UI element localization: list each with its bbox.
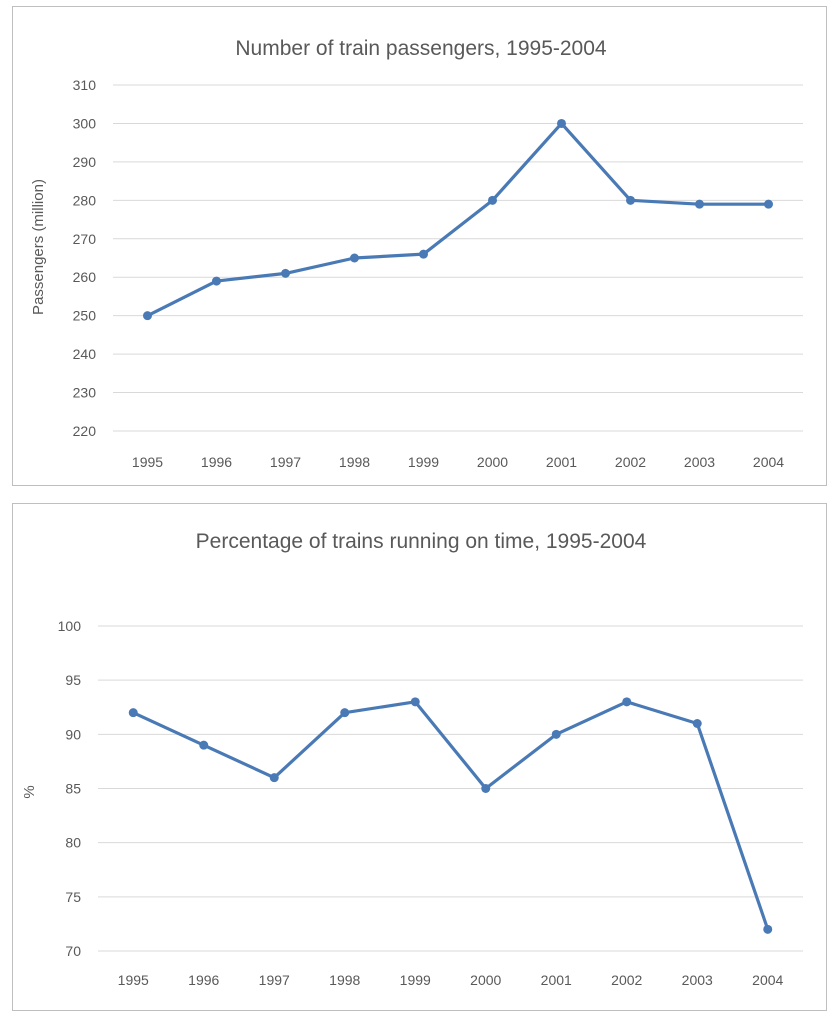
x-tick-label: 1997: [270, 454, 301, 470]
data-point: [622, 697, 632, 707]
x-tick-label: 2000: [477, 454, 508, 470]
data-point: [281, 268, 290, 278]
y-tick-label: 270: [73, 231, 97, 247]
y-tick-label: 220: [73, 423, 97, 439]
x-tick-label: 2002: [615, 454, 646, 470]
x-tick-label: 1996: [188, 972, 219, 988]
y-tick-label: 290: [73, 154, 97, 170]
y-tick-label: 80: [65, 835, 81, 851]
chart-title: Number of train passengers, 1995-2004: [235, 37, 607, 60]
x-tick-label: 2000: [470, 972, 501, 988]
on-time-chart: Percentage of trains running on time, 19…: [21, 530, 803, 988]
data-point: [212, 276, 221, 286]
x-tick-label: 1996: [201, 454, 232, 470]
x-tick-label: 1995: [132, 454, 163, 470]
y-tick-label: 260: [73, 269, 97, 285]
data-point: [340, 708, 350, 718]
y-tick-label: 100: [58, 618, 82, 634]
data-point: [350, 253, 359, 263]
x-tick-label: 2003: [684, 454, 715, 470]
y-tick-label: 240: [73, 346, 97, 362]
y-tick-label: 230: [73, 385, 97, 401]
data-point: [692, 719, 702, 728]
y-axis-label: Passengers (million): [30, 179, 47, 315]
passengers-chart-panel: Number of train passengers, 1995-2004 Pa…: [12, 6, 827, 486]
data-point: [695, 199, 704, 209]
on-time-chart-panel: Percentage of trains running on time, 19…: [12, 503, 827, 1011]
x-tick-label: 1995: [118, 972, 149, 988]
data-point: [764, 199, 773, 209]
y-tick-label: 280: [73, 192, 97, 208]
x-tick-label: 2004: [753, 454, 784, 470]
y-tick-label: 250: [73, 308, 97, 324]
data-point: [143, 311, 152, 321]
data-point: [419, 249, 428, 259]
data-point: [551, 729, 561, 739]
y-tick-label: 75: [65, 889, 81, 905]
data-point: [626, 195, 635, 205]
x-tick-label: 1998: [339, 454, 370, 470]
x-tick-label: 1999: [408, 454, 439, 470]
x-tick-label: 1999: [400, 972, 431, 988]
y-tick-label: 95: [65, 672, 81, 688]
data-point: [199, 740, 209, 750]
x-tick-label: 2001: [541, 972, 572, 988]
y-tick-label: 310: [73, 77, 97, 93]
x-tick-label: 2001: [546, 454, 577, 470]
chart-title: Percentage of trains running on time, 19…: [196, 530, 647, 553]
passengers-chart: Number of train passengers, 1995-2004 Pa…: [30, 37, 803, 470]
data-point: [557, 118, 566, 128]
x-tick-label: 2003: [682, 972, 713, 988]
y-tick-label: 300: [73, 115, 97, 131]
x-tick-label: 1998: [329, 972, 360, 988]
series-line: [131, 700, 770, 931]
series-line: [145, 121, 771, 318]
x-tick-label: 2002: [611, 972, 642, 988]
x-tick-label: 2004: [752, 972, 783, 988]
data-point: [269, 773, 279, 783]
data-point: [763, 924, 773, 934]
y-tick-label: 85: [65, 781, 81, 797]
x-tick-label: 1997: [259, 972, 290, 988]
data-point: [410, 697, 420, 707]
data-point: [488, 195, 497, 205]
y-tick-label: 90: [65, 726, 81, 742]
data-point: [481, 784, 491, 793]
y-axis-label: %: [21, 785, 38, 798]
y-tick-label: 70: [65, 943, 81, 959]
data-point: [128, 708, 138, 718]
